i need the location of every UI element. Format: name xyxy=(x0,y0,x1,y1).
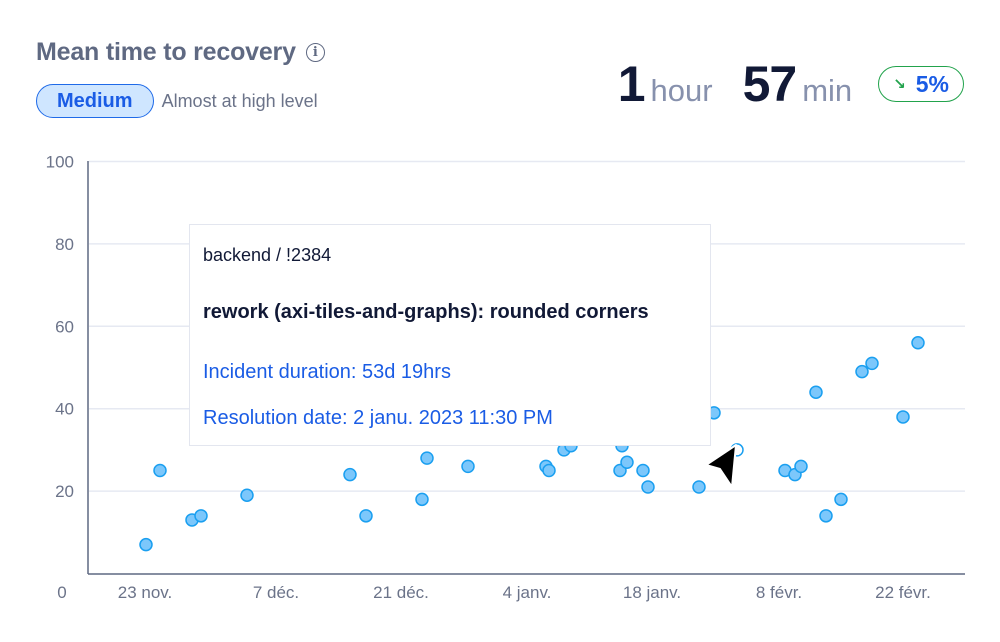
data-point[interactable] xyxy=(794,459,808,474)
x-tick-label: 23 nov. xyxy=(118,583,173,602)
tooltip-title: rework (axi-tiles-and-graphs): rounded c… xyxy=(203,301,649,323)
y-tick-label: 60 xyxy=(55,317,74,336)
hours-value: 1 xyxy=(617,56,646,112)
data-point[interactable] xyxy=(809,385,823,399)
y-tick-label: 80 xyxy=(55,235,74,254)
minutes-unit: min xyxy=(802,73,853,108)
y-tick-label: 40 xyxy=(55,400,74,419)
chart-title: Mean time to recovery xyxy=(36,38,296,66)
delta-badge: ↘ 5% xyxy=(878,66,964,102)
data-point[interactable] xyxy=(420,451,434,465)
data-point[interactable] xyxy=(819,509,833,523)
data-point[interactable] xyxy=(865,356,879,371)
hours-unit: hour xyxy=(650,73,713,108)
data-point[interactable] xyxy=(240,488,254,502)
data-point[interactable] xyxy=(636,463,650,478)
data-point[interactable] xyxy=(415,492,429,507)
x-tick-label: 22 févr. xyxy=(875,583,931,602)
y-tick-label: 20 xyxy=(55,482,74,501)
data-point[interactable] xyxy=(139,537,153,552)
data-point[interactable] xyxy=(834,492,848,507)
data-point[interactable] xyxy=(194,509,208,523)
data-point[interactable] xyxy=(692,480,706,494)
tooltip-duration: Incident duration: 53d 19hrs xyxy=(203,361,451,383)
mouse-cursor-icon xyxy=(704,443,744,494)
delta-value: 5% xyxy=(915,70,949,97)
title-row: Mean time to recovery i xyxy=(36,38,325,67)
level-row: Medium Almost at high level xyxy=(36,84,318,118)
tooltip-project: backend / !2384 xyxy=(203,245,332,265)
data-point[interactable] xyxy=(461,459,475,474)
data-point[interactable] xyxy=(620,455,634,470)
data-point[interactable] xyxy=(641,480,655,494)
incident-tooltip: backend / !2384 rework (axi-tiles-and-gr… xyxy=(189,224,711,446)
data-point[interactable] xyxy=(911,336,925,350)
level-badge: Medium xyxy=(36,84,154,118)
data-point[interactable] xyxy=(542,463,556,478)
data-point[interactable] xyxy=(855,364,869,379)
data-point[interactable] xyxy=(896,410,910,424)
data-point[interactable] xyxy=(153,463,167,478)
info-icon[interactable]: i xyxy=(305,43,325,62)
data-point[interactable] xyxy=(359,509,373,523)
y-tick-labels: 0 20 40 60 80 100 xyxy=(46,153,74,603)
x-tick-label: 4 janv. xyxy=(503,583,552,602)
minutes-value: 57 xyxy=(742,56,798,112)
level-description: Almost at high level xyxy=(161,90,318,111)
x-tick-label: 18 janv. xyxy=(623,583,681,602)
tooltip-resolution-date: Resolution date: 2 janu. 2023 11:30 PM xyxy=(203,407,553,429)
x-tick-label: 7 déc. xyxy=(253,583,299,602)
x-tick-label: 21 déc. xyxy=(373,583,429,602)
mttr-metric: 1 hour 57 min ↘ 5% xyxy=(618,55,964,113)
x-tick-labels: 23 nov. 7 déc. 21 déc. 4 janv. 18 janv. 8 fév… xyxy=(118,583,931,602)
y-tick-label: 100 xyxy=(46,153,74,172)
x-tick-label: 8 févr. xyxy=(756,583,802,602)
y-tick-label: 0 xyxy=(57,583,66,602)
data-point[interactable] xyxy=(343,467,357,482)
arrow-down-right-icon: ↘ xyxy=(893,76,906,93)
